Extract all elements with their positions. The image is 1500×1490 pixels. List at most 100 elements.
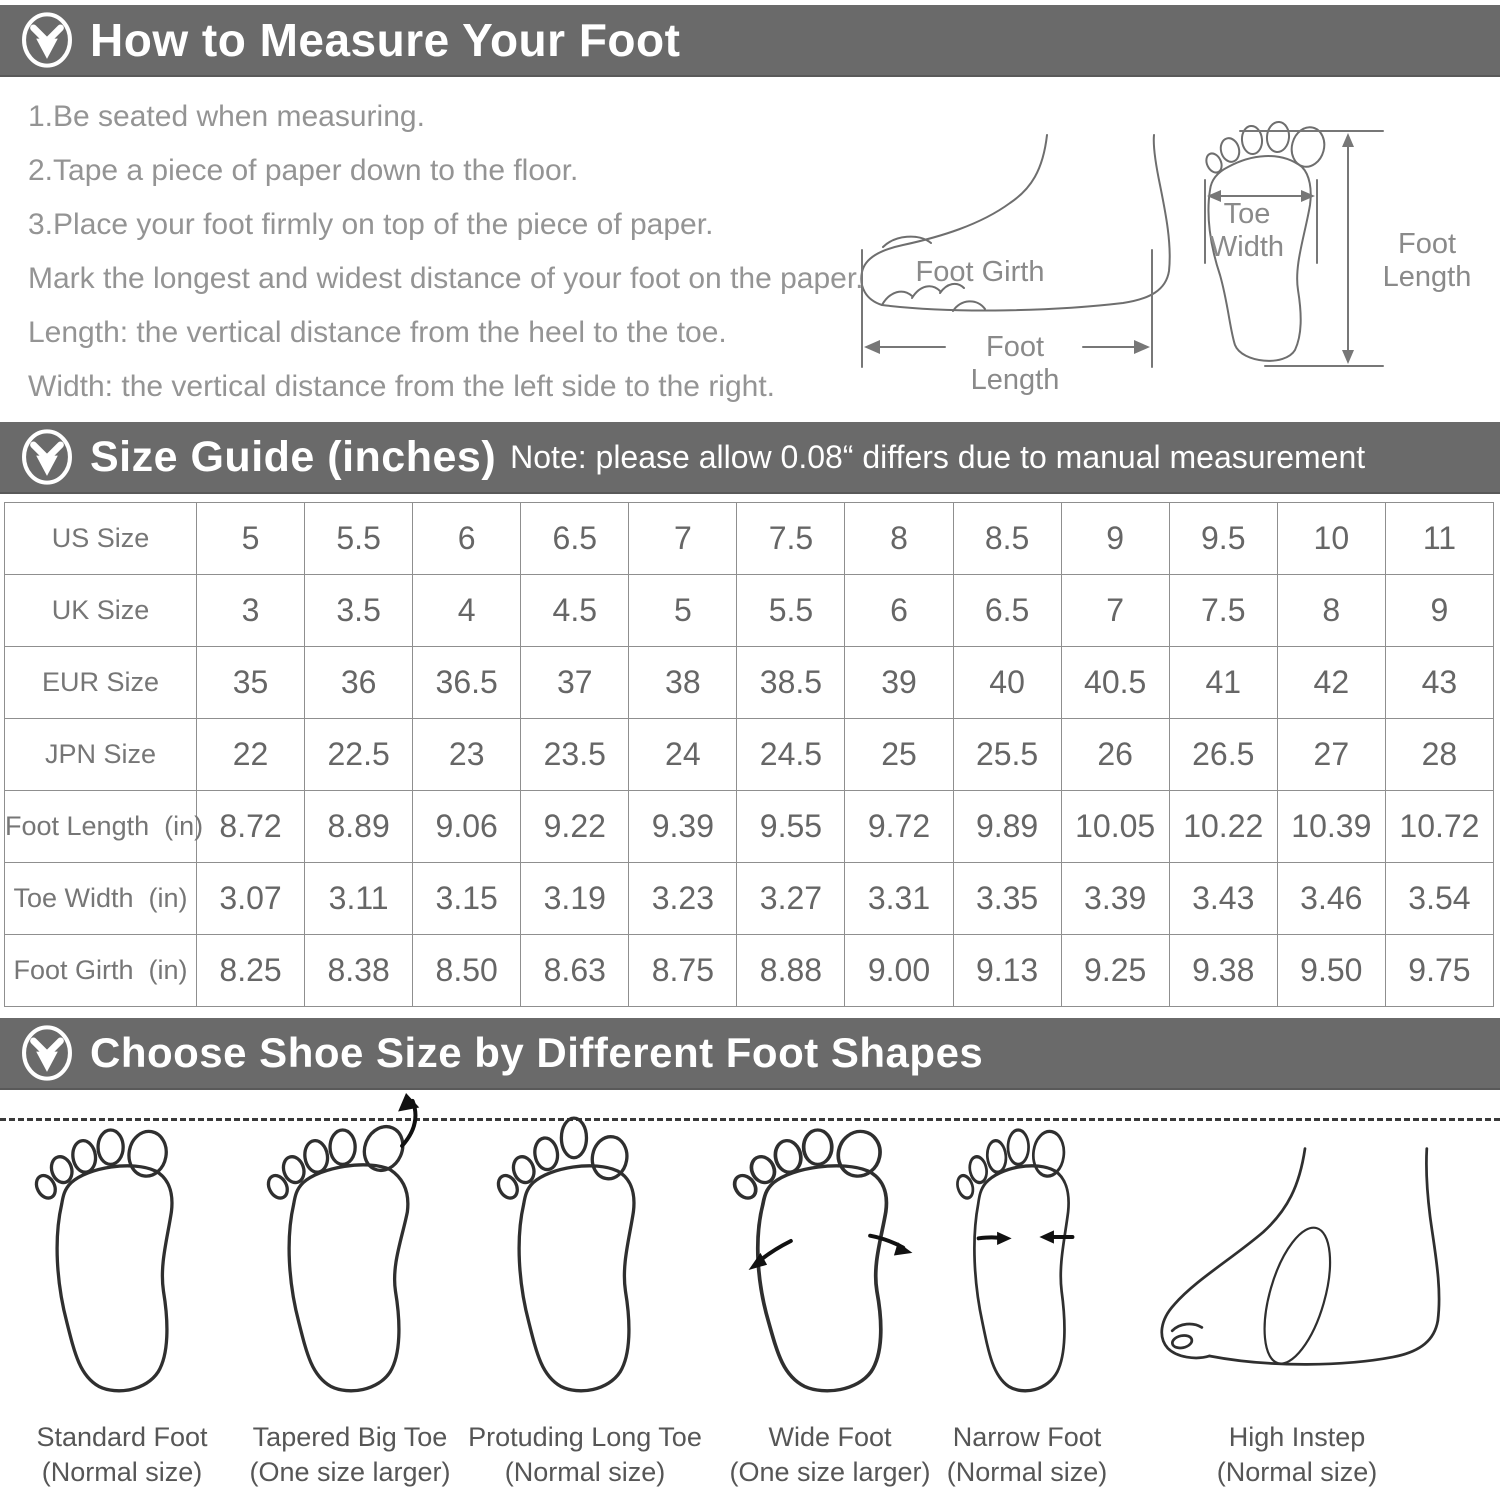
foot-shape-caption: Wide Foot (One size larger) — [690, 1420, 970, 1490]
size-value-cell: 5.5 — [304, 502, 414, 575]
foot-side-view-diagram — [860, 134, 1171, 368]
size-value-cell: 3.07 — [195, 862, 306, 935]
header-foot-shapes: Choose Shoe Size by Different Foot Shape… — [0, 1018, 1500, 1090]
row-label-cell: JPN Size — [4, 718, 197, 791]
size-value-cell: 3.27 — [736, 862, 846, 935]
foot-shape-name: Narrow Foot — [952, 1422, 1102, 1452]
size-value-cell: 3.15 — [412, 862, 522, 935]
size-value-cell: 3.31 — [844, 862, 954, 935]
size-value-cell: 43 — [1384, 646, 1495, 719]
size-value-cell: 10 — [1276, 502, 1386, 575]
size-value-cell: 23.5 — [520, 718, 630, 791]
size-value-cell: 10.72 — [1384, 790, 1495, 863]
size-guide-note: Note: please allow 0.08“ differs due to … — [510, 438, 1366, 475]
size-value-cell: 3.23 — [628, 862, 738, 935]
foot-length-label: Foot Length — [970, 331, 1060, 396]
foot-shape-sizing: (Normal size) — [946, 1457, 1108, 1487]
foot-shape-sizing: (One size larger) — [249, 1457, 451, 1487]
size-value-cell: 22.5 — [304, 718, 414, 791]
foot-shape-sizing: (One size larger) — [729, 1457, 931, 1487]
size-value-cell: 9 — [1060, 502, 1170, 575]
table-row: UK Size 3 3.5 4 4.5 5 5.5 6 6.5 7 7.5 8 9 — [4, 574, 1495, 647]
wide-foot-illustration — [732, 1128, 913, 1393]
size-value-cell: 9 — [1384, 574, 1495, 647]
size-value-cell: 3.5 — [304, 574, 414, 647]
foot-shape-caption: Protuding Long Toe (Normal size) — [445, 1420, 725, 1490]
size-value-cell: 23 — [412, 718, 522, 791]
instruction-line: 2.Tape a piece of paper down to the floo… — [28, 154, 579, 187]
dashed-guide-line — [0, 1118, 1500, 1121]
size-value-cell: 5.5 — [736, 574, 846, 647]
size-value-cell: 3.35 — [952, 862, 1062, 935]
toe-width-label-line2: Width — [1209, 231, 1285, 263]
size-value-cell: 38.5 — [736, 646, 846, 719]
section-title: Choose Shoe Size by Different Foot Shape… — [90, 1029, 984, 1076]
row-label-cell: Foot Girth (in) — [4, 934, 197, 1007]
header-measure-your-foot: How to Measure Your Foot — [0, 5, 1500, 77]
size-value-cell: 8.63 — [520, 934, 630, 1007]
instruction-line: Width: the vertical distance from the le… — [28, 370, 776, 403]
foot-length-label: Foot Length — [1382, 228, 1472, 293]
size-value-cell: 8.38 — [304, 934, 414, 1007]
instruction-line: Length: the vertical distance from the h… — [28, 316, 727, 349]
size-value-cell: 24 — [628, 718, 738, 791]
size-value-cell: 36.5 — [412, 646, 522, 719]
toe-width-label: Toe Width — [1192, 198, 1302, 264]
chevron-circle-icon — [22, 1025, 72, 1081]
size-value-cell: 4 — [412, 574, 522, 647]
protruding-long-toe-illustration — [496, 1116, 636, 1393]
size-value-cell: 37 — [520, 646, 630, 719]
instruction-line: 1.Be seated when measuring. — [28, 100, 425, 133]
header-size-guide: Size Guide (inches) Note: please allow 0… — [0, 422, 1500, 494]
standard-foot-illustration — [34, 1128, 174, 1393]
size-value-cell: 5 — [195, 502, 306, 575]
size-value-cell: 39 — [844, 646, 954, 719]
size-value-cell: 25 — [844, 718, 954, 791]
size-value-cell: 6.5 — [520, 502, 630, 575]
table-row: US Size 5 5.5 6 6.5 7 7.5 8 8.5 9 9.5 10 11 — [4, 502, 1495, 575]
size-value-cell: 9.38 — [1168, 934, 1278, 1007]
size-value-cell: 9.72 — [844, 790, 954, 863]
size-value-cell: 10.39 — [1276, 790, 1386, 863]
foot-girth-label: Foot Girth — [915, 256, 1045, 288]
table-row: Foot Girth (in) 8.25 8.38 8.50 8.63 8.75 8.88 9… — [4, 934, 1495, 1007]
row-label-cell: UK Size — [4, 574, 197, 647]
instruction-line: 3.Place your foot firmly on top of the p… — [28, 208, 714, 241]
size-value-cell: 9.25 — [1060, 934, 1170, 1007]
narrow-foot-illustration — [956, 1128, 1075, 1393]
row-label-cell: US Size — [4, 502, 197, 575]
size-value-cell: 25.5 — [952, 718, 1062, 791]
size-value-cell: 6.5 — [952, 574, 1062, 647]
size-value-cell: 7.5 — [1168, 574, 1278, 647]
tapered-big-toe-illustration — [266, 1092, 420, 1393]
size-value-cell: 9.75 — [1384, 934, 1495, 1007]
size-value-cell: 40.5 — [1060, 646, 1170, 719]
foot-shape-name: Tapered Big Toe — [252, 1422, 448, 1452]
foot-shape-name: Standard Foot — [36, 1422, 208, 1452]
foot-shape-sizing: (Normal size) — [504, 1457, 666, 1487]
size-value-cell: 42 — [1276, 646, 1386, 719]
table-row: Foot Length (in) 8.72 8.89 9.06 9.22 9.39 9.55… — [4, 790, 1495, 863]
size-value-cell: 36 — [304, 646, 414, 719]
section-title: Size Guide (inches) — [90, 432, 497, 481]
section-title: How to Measure Your Foot — [90, 14, 681, 66]
foot-shape-name: Protuding Long Toe — [468, 1422, 702, 1452]
size-value-cell: 9.06 — [412, 790, 522, 863]
foot-shape-caption: Tapered Big Toe (One size larger) — [210, 1420, 490, 1490]
row-label-cell: Foot Length (in) — [4, 790, 203, 863]
size-value-cell: 4.5 — [520, 574, 630, 647]
size-value-cell: 8.72 — [195, 790, 306, 863]
foot-shape-caption: Narrow Foot (Normal size) — [887, 1420, 1167, 1490]
size-value-cell: 40 — [952, 646, 1062, 719]
size-value-cell: 27 — [1276, 718, 1386, 791]
foot-shape-caption: Standard Foot (Normal size) — [0, 1420, 262, 1490]
size-table: US Size 5 5.5 6 6.5 7 7.5 8 8.5 9 9.5 10 11 UK Size 3 3… — [4, 502, 1495, 1007]
size-value-cell: 9.22 — [520, 790, 630, 863]
size-value-cell: 9.55 — [736, 790, 846, 863]
size-value-cell: 7.5 — [736, 502, 846, 575]
chevron-circle-icon — [22, 12, 72, 68]
size-value-cell: 6 — [844, 574, 954, 647]
size-value-cell: 26.5 — [1168, 718, 1278, 791]
foot-top-view-diagram — [1204, 121, 1384, 367]
